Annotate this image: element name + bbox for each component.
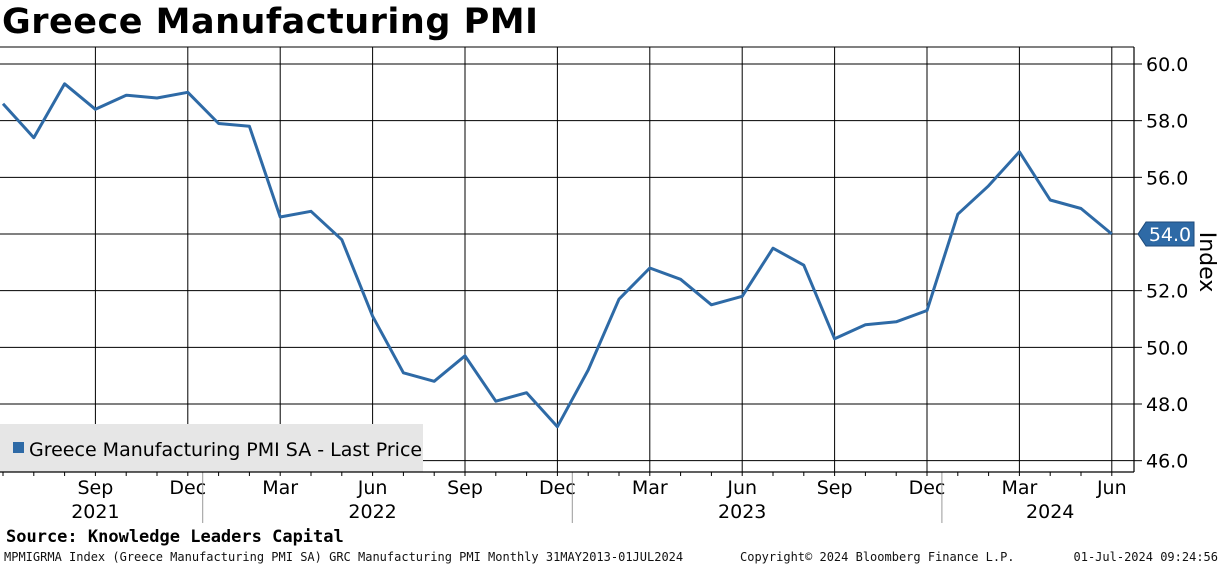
x-month-label: Jun (357, 477, 388, 499)
y-tick-label: 60.0 (1146, 54, 1188, 76)
x-month-label: Dec (539, 477, 576, 499)
x-month-label: Mar (262, 477, 298, 499)
x-year-label: 2023 (718, 501, 766, 523)
series-layer (1, 82, 1113, 429)
x-year-label: 2021 (71, 501, 119, 523)
x-month-label: Sep (77, 477, 113, 499)
footer-ticker-info: MPMIGRMA Index (Greece Manufacturing PMI… (4, 550, 684, 564)
x-month-label: Sep (447, 477, 483, 499)
x-month-label: Mar (1001, 477, 1037, 499)
y-tick-label: 52.0 (1146, 281, 1188, 303)
legend-label: Greece Manufacturing PMI SA - Last Price (29, 439, 422, 461)
y-tick-label: 46.0 (1146, 451, 1188, 473)
footer-timestamp: 01-Jul-2024 09:24:56 (1073, 550, 1219, 564)
y-tick-label: 58.0 (1146, 111, 1188, 133)
x-month-label: Sep (817, 477, 853, 499)
x-month-label: Dec (909, 477, 946, 499)
x-year-label: 2022 (348, 501, 396, 523)
axes: 60.0 58.0 56.0 54.0 52.0 50.0 48.0 46.0 Sep Dec Ma… (0, 47, 1219, 523)
x-year-label: 2024 (1026, 501, 1074, 523)
x-month-label: Jun (1096, 477, 1127, 499)
y-tick-label: 50.0 (1146, 337, 1188, 359)
y-tick-label: 48.0 (1146, 394, 1188, 416)
y-tick-label: 56.0 (1146, 167, 1188, 189)
source-note: Source: Knowledge Leaders Capital (6, 527, 344, 547)
y-axis-label: Index (1194, 232, 1219, 293)
chart-title: Greece Manufacturing PMI (2, 2, 539, 42)
x-month-label: Dec (169, 477, 206, 499)
x-month-label: Jun (726, 477, 757, 499)
footer-copyright: Copyright© 2024 Bloomberg Finance L.P. (740, 550, 1015, 564)
legend-box (0, 424, 423, 472)
x-month-label: Mar (632, 477, 668, 499)
last-price-label: 54.0 (1149, 224, 1191, 246)
legend: Greece Manufacturing PMI SA - Last Price (0, 424, 423, 472)
legend-swatch (13, 442, 24, 453)
last-price-marker: 54.0 (1137, 221, 1195, 247)
